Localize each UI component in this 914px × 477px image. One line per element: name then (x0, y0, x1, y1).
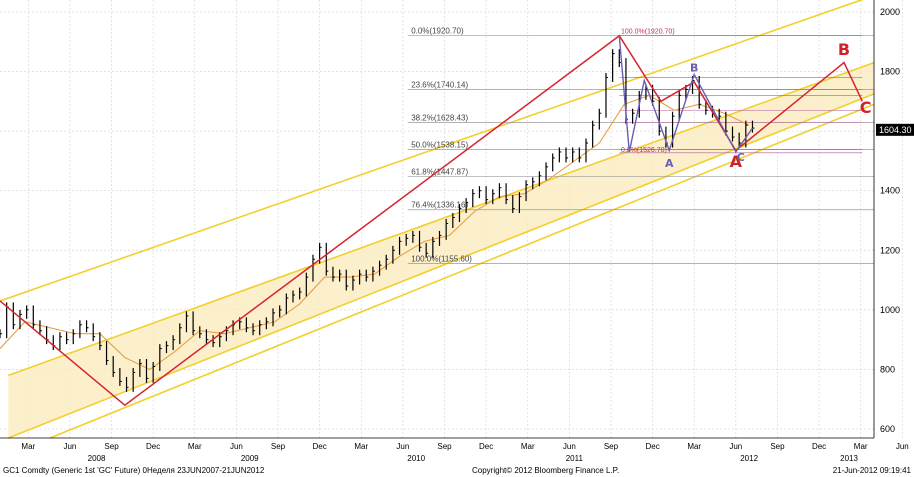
x-tick-label: Jun (896, 442, 909, 451)
y-tick-label: 600 (880, 424, 895, 434)
major-wave-label: A (730, 152, 743, 171)
last-price-tag (876, 123, 914, 136)
major-wave-label: C (860, 98, 872, 117)
year-label: 2011 (566, 454, 584, 463)
wave-paths (0, 34, 864, 407)
y-tick-label: 1200 (880, 245, 900, 255)
channel-fill (8, 62, 875, 438)
fib-level-label: 100.0%(1155.60) (411, 255, 472, 264)
fib-level-label: 50.0%(1538.15) (411, 141, 468, 150)
fib-level-label: 38.2%(1628.43) (411, 114, 468, 123)
fibonacci-retracement: 0.0%(1920.70) 23.6%(1740.14) 38.2%(1628.43… (407, 27, 874, 264)
major-wave-path (0, 34, 864, 407)
x-tick-label: Mar (21, 442, 35, 451)
fib-level-label: 23.6%(1740.14) (411, 80, 468, 89)
x-tick-label: Mar (521, 442, 535, 451)
x-tick-label: Dec (313, 442, 327, 451)
y-tick-label: 1800 (880, 67, 900, 77)
x-tick-label: Sep (770, 442, 785, 451)
x-tick-label: Dec (479, 442, 493, 451)
x-tick-label: Sep (104, 442, 119, 451)
minor-wave-path (618, 35, 754, 154)
fib-low-label: 0.0%(1526.70) (621, 147, 667, 154)
x-tick-label: Dec (812, 442, 826, 451)
channel-line (0, 0, 864, 302)
last-price-label: 1604.30 (879, 125, 912, 135)
fib-peak-label: 100.0%(1920.70) (621, 29, 675, 36)
y-tick-label: 800 (880, 364, 895, 374)
price-bars (0, 49, 755, 392)
axes: 600800100012001400160018002000MarJunSepD… (0, 0, 914, 463)
y-tick-label: 2000 (880, 7, 900, 17)
moving-average-line (0, 94, 750, 371)
channel-line (49, 103, 875, 439)
x-tick-label: Jun (230, 442, 243, 451)
copyright-label: Copyright© 2012 Bloomberg Finance L.P. (472, 466, 619, 475)
x-tick-label: Mar (687, 442, 701, 451)
x-tick-label: Mar (854, 442, 868, 451)
x-tick-label: Dec (645, 442, 659, 451)
timestamp-label: 21-Jun-2012 09:19:41 (833, 466, 912, 475)
minor-wave-label: A (665, 157, 674, 170)
fib-level-label: 0.0%(1920.70) (411, 27, 464, 36)
year-label: 2009 (241, 454, 259, 463)
year-label: 2008 (88, 454, 106, 463)
y-tick-label: 1000 (880, 305, 900, 315)
fib-level-label: 76.4%(1336.16) (411, 201, 468, 210)
x-tick-label: Sep (437, 442, 452, 451)
x-tick-label: Jun (396, 442, 409, 451)
minor-wave-label: B (690, 62, 698, 75)
year-label: 2012 (740, 454, 758, 463)
x-tick-label: Jun (563, 442, 576, 451)
x-tick-label: Sep (604, 442, 619, 451)
moving-average (0, 94, 750, 371)
channel-line (8, 61, 875, 377)
x-tick-label: Jun (729, 442, 742, 451)
x-tick-label: Sep (271, 442, 286, 451)
x-tick-label: Dec (146, 442, 160, 451)
fib-level-label: 61.8%(1447.87) (411, 167, 468, 176)
year-label: 2013 (840, 454, 858, 463)
minor-wave-label: C (737, 151, 745, 164)
year-label: 2010 (407, 454, 425, 463)
instrument-label: GC1 Comdty (Generic 1st 'GC' Future) 0Не… (3, 466, 265, 475)
x-tick-label: Mar (354, 442, 368, 451)
x-tick-label: Mar (188, 442, 202, 451)
major-wave-label: B (838, 40, 850, 59)
x-tick-label: Jun (63, 442, 76, 451)
y-tick-label: 1400 (880, 186, 900, 196)
